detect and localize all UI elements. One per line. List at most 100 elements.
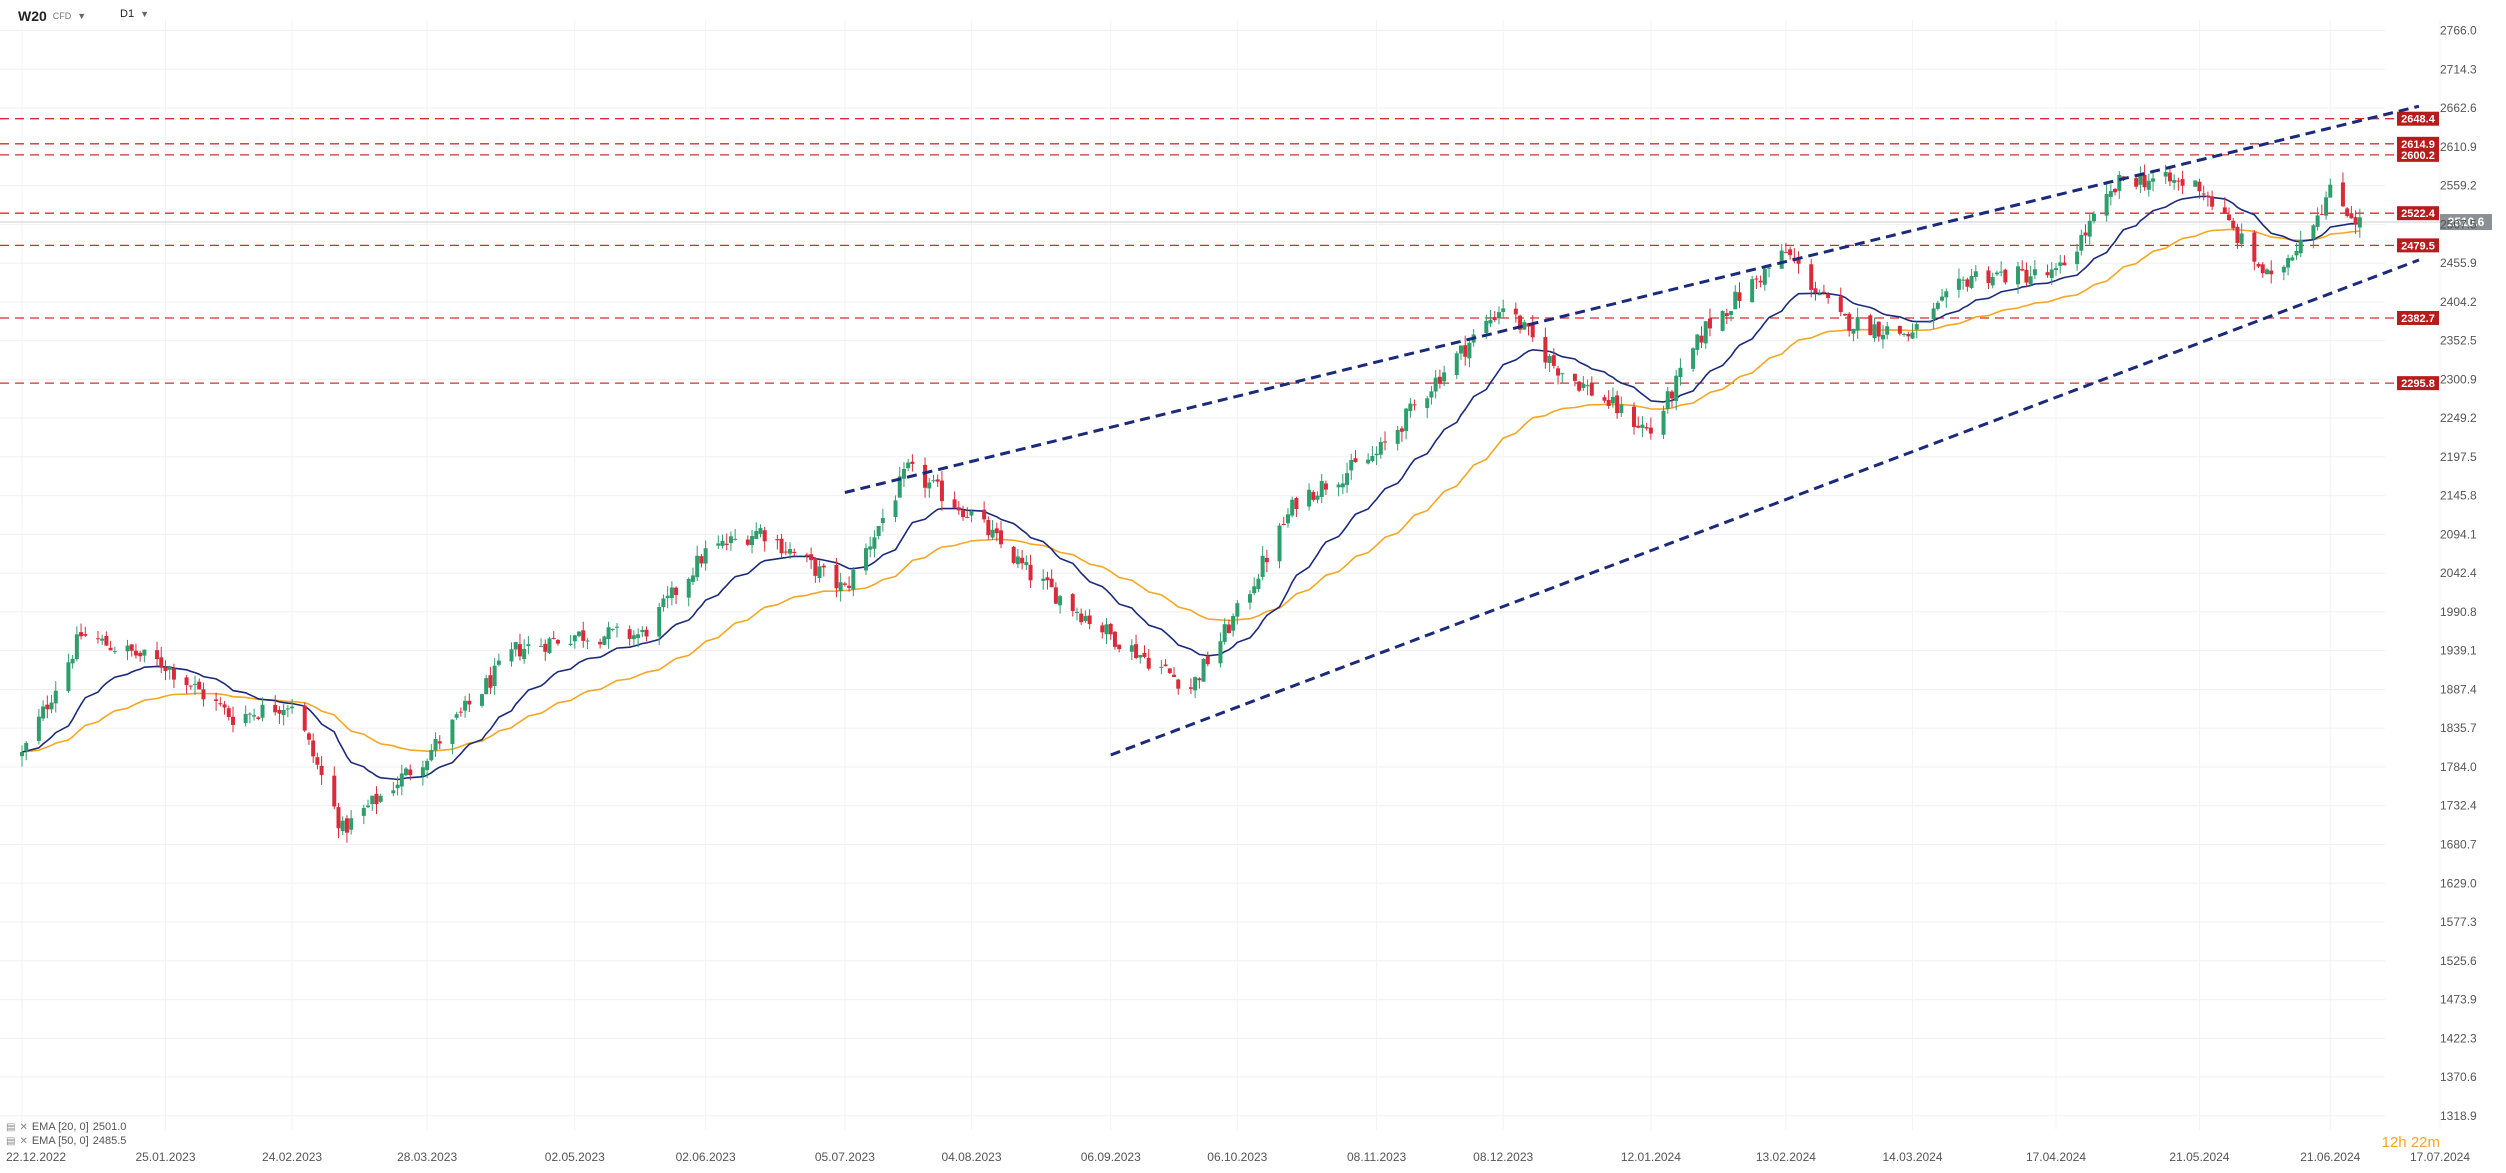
candle-down <box>1636 425 1641 428</box>
candle-up <box>433 738 438 751</box>
candle-down <box>1809 264 1814 290</box>
candle-up <box>1910 332 1915 339</box>
candle-up <box>539 645 544 647</box>
close-icon[interactable]: ✕ <box>19 1121 28 1133</box>
candle-up <box>2163 172 2168 177</box>
legend-ema50: ▤ ✕ EMA [50, 0] 2485.5 <box>6 1135 126 1147</box>
current-price-label: 2510.6 <box>2448 215 2485 229</box>
candle-up <box>2104 194 2109 216</box>
price-axis: 2766.0 2714.3 2662.6 2610.9 2559.2 2507.5 2455… <box>2440 24 2477 1123</box>
countdown-hours: 12h <box>2381 1134 2407 1151</box>
x-tick-label: 02.05.2023 <box>545 1150 605 1164</box>
candle-up <box>243 713 248 723</box>
timeframe-selector[interactable]: D1 ▼ <box>120 8 149 20</box>
candle-down <box>674 587 679 596</box>
candle-down <box>1906 333 1911 337</box>
channel-upper-line <box>844 104 2420 494</box>
candle-down <box>171 668 176 680</box>
candle-up <box>1247 594 1252 603</box>
candle-down <box>2227 214 2232 221</box>
candle-up <box>2058 262 2063 266</box>
close-icon[interactable]: ✕ <box>19 1135 28 1147</box>
candle-up <box>425 761 430 771</box>
candle-up <box>2281 266 2286 273</box>
candle-down <box>1020 557 1025 564</box>
eye-icon[interactable]: ▤ <box>6 1121 16 1133</box>
candle-down <box>129 644 134 651</box>
candle-down <box>1965 279 1970 287</box>
candle-up <box>1336 484 1341 488</box>
level-tag-label: 2600.2 <box>2401 150 2435 162</box>
x-tick-label: 17.04.2024 <box>2026 1150 2086 1164</box>
candlestick-series <box>20 164 2362 843</box>
candle-up <box>665 595 670 599</box>
candle-down <box>218 703 223 705</box>
candle-up <box>893 500 898 518</box>
candle-up <box>1703 321 1708 344</box>
candle-down <box>551 638 556 640</box>
candle-down <box>488 675 493 688</box>
symbol-selector[interactable]: W20 CFD ▼ <box>18 8 86 24</box>
candle-down <box>273 704 278 713</box>
candle-up <box>1902 333 1907 335</box>
candle-up <box>41 706 46 719</box>
candle-down <box>2210 196 2215 207</box>
candle-up <box>606 627 611 640</box>
candle-up <box>602 636 607 645</box>
candle-up <box>252 715 257 717</box>
candle-down <box>2252 232 2257 262</box>
candle-down <box>935 479 940 482</box>
candle-up <box>492 665 497 687</box>
y-tick-label: 1577.3 <box>2440 915 2477 929</box>
candle-up <box>568 643 573 645</box>
candle-up <box>1345 473 1350 485</box>
candle-down <box>821 565 826 568</box>
candle-up <box>2087 220 2092 237</box>
candle-up <box>1678 367 1683 378</box>
level-tag-label: 2648.4 <box>2401 114 2436 126</box>
countdown-minutes: 22m <box>2410 1134 2440 1151</box>
candle-up <box>513 642 518 650</box>
candle-up <box>526 644 531 647</box>
candle-up <box>1956 278 1961 290</box>
candle-up <box>2239 233 2244 244</box>
candle-down <box>226 708 231 718</box>
symbol-name: W20 <box>18 8 47 24</box>
candle-down <box>1842 313 1847 316</box>
candle-down <box>1589 383 1594 396</box>
candle-down <box>2201 193 2206 195</box>
candle-up <box>479 694 484 706</box>
candle-down <box>319 765 324 776</box>
candle-down <box>783 551 788 553</box>
candle-up <box>1994 272 1999 275</box>
candle-up <box>1484 320 1489 333</box>
candle-up <box>1235 603 1240 617</box>
candle-up <box>876 526 881 537</box>
candle-up <box>2324 197 2329 216</box>
candle-up <box>906 462 911 469</box>
candle-up <box>366 805 371 808</box>
level-tag-label: 2614.9 <box>2401 139 2435 151</box>
candle-up <box>585 640 590 642</box>
candle-down <box>1226 624 1231 634</box>
candle-down <box>214 699 219 702</box>
y-tick-label: 2042.4 <box>2440 566 2477 580</box>
candle-down <box>804 554 809 557</box>
candle-down <box>1530 324 1535 338</box>
candle-down <box>2134 178 2139 187</box>
eye-icon[interactable]: ▤ <box>6 1135 16 1147</box>
candle-down <box>2256 264 2261 267</box>
candle-down <box>2142 174 2147 188</box>
candle-down <box>999 530 1004 545</box>
candle-up <box>522 648 527 660</box>
candle-up <box>1315 495 1320 500</box>
candle-up <box>631 635 636 640</box>
candle-up <box>1083 616 1088 622</box>
candle-down <box>2197 181 2202 192</box>
candle-down <box>138 652 143 657</box>
candle-down <box>1615 395 1620 414</box>
y-tick-label: 2766.0 <box>2440 24 2477 38</box>
candle-down <box>1049 578 1054 588</box>
